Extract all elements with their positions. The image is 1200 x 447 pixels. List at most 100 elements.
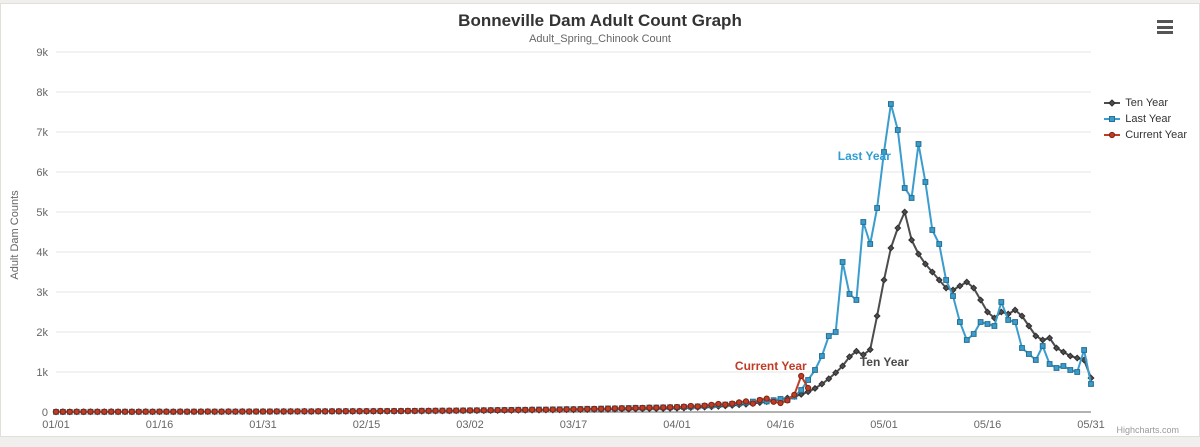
data-point[interactable] [1046, 334, 1054, 342]
data-point[interactable] [170, 408, 177, 415]
data-point[interactable] [859, 351, 867, 359]
data-point[interactable] [1081, 347, 1087, 353]
data-point[interactable] [1019, 345, 1025, 351]
data-point[interactable] [784, 397, 791, 404]
data-point[interactable] [653, 404, 660, 411]
data-point[interactable] [852, 347, 860, 355]
data-point[interactable] [832, 329, 839, 335]
data-point[interactable] [384, 407, 391, 415]
data-point[interactable] [805, 384, 812, 392]
data-point[interactable] [94, 408, 101, 415]
data-point[interactable] [798, 372, 805, 380]
data-point[interactable] [1052, 344, 1061, 352]
data-point[interactable] [301, 408, 308, 415]
data-point[interactable] [598, 405, 605, 412]
legend-item-current-year[interactable]: Current Year [1104, 129, 1187, 141]
data-point[interactable] [1005, 317, 1012, 323]
data-point[interactable] [342, 408, 349, 415]
data-point[interactable] [59, 408, 67, 415]
data-point[interactable] [280, 408, 287, 415]
data-point[interactable] [1053, 365, 1060, 371]
data-point[interactable] [611, 405, 619, 412]
data-point[interactable] [184, 408, 191, 415]
data-point[interactable] [287, 408, 294, 415]
data-point[interactable] [673, 403, 681, 411]
data-point[interactable] [845, 353, 854, 361]
data-point[interactable] [1088, 381, 1094, 387]
series-markers-current-year[interactable] [52, 372, 812, 415]
data-point[interactable] [453, 407, 460, 414]
data-point[interactable] [632, 404, 639, 412]
data-point[interactable] [466, 407, 474, 414]
data-point[interactable] [370, 407, 377, 415]
data-point[interactable] [128, 408, 135, 415]
data-point[interactable] [1032, 357, 1039, 363]
data-point[interactable] [770, 398, 777, 405]
data-point[interactable] [52, 408, 60, 415]
data-point[interactable] [894, 127, 901, 133]
data-point[interactable] [680, 403, 688, 410]
data-point[interactable] [639, 404, 646, 411]
data-point[interactable] [232, 408, 239, 415]
data-point[interactable] [935, 276, 943, 284]
data-point[interactable] [328, 408, 336, 415]
data-point[interactable] [149, 408, 156, 415]
data-point[interactable] [625, 405, 632, 412]
data-point[interactable] [984, 321, 991, 327]
data-point[interactable] [563, 406, 570, 413]
data-point[interactable] [888, 101, 894, 107]
data-point[interactable] [950, 293, 956, 299]
data-point[interactable] [983, 308, 992, 316]
data-point[interactable] [991, 323, 998, 329]
data-point[interactable] [901, 208, 909, 216]
data-point[interactable] [1011, 306, 1019, 314]
chart-plot-area[interactable]: 0 1k 2k 3k 4k 5k 6k 7k 8k 9k 01/01 01/16 01/31 02/15 0… [1, 4, 1199, 436]
data-point[interactable] [956, 282, 964, 290]
data-point[interactable] [101, 408, 108, 415]
data-point[interactable] [860, 219, 867, 225]
data-point[interactable] [894, 224, 902, 232]
data-point[interactable] [1032, 332, 1040, 340]
data-point[interactable] [584, 405, 591, 413]
data-point[interactable] [977, 296, 985, 304]
data-point[interactable] [515, 406, 522, 414]
data-point[interactable] [542, 406, 550, 413]
data-point[interactable] [819, 353, 825, 359]
data-point[interactable] [936, 241, 943, 247]
data-point[interactable] [87, 408, 94, 415]
data-point[interactable] [197, 408, 204, 415]
legend-item-ten-year[interactable]: Ten Year [1104, 97, 1187, 109]
data-point[interactable] [501, 406, 508, 414]
data-point[interactable] [494, 407, 501, 414]
data-point[interactable] [108, 408, 115, 415]
data-point[interactable] [756, 396, 763, 404]
data-point[interactable] [777, 399, 784, 407]
data-point[interactable] [535, 406, 543, 413]
data-point[interactable] [315, 408, 322, 415]
data-point[interactable] [921, 260, 929, 268]
data-point[interactable] [914, 250, 923, 258]
data-point[interactable] [708, 401, 715, 408]
data-point[interactable] [115, 408, 122, 415]
data-point[interactable] [80, 408, 87, 415]
data-point[interactable] [335, 408, 342, 415]
data-point[interactable] [225, 408, 232, 415]
data-point[interactable] [1059, 348, 1067, 356]
data-point[interactable] [839, 362, 847, 370]
data-point[interactable] [156, 408, 163, 415]
data-point[interactable] [190, 408, 198, 415]
data-point[interactable] [204, 408, 211, 415]
data-point[interactable] [66, 408, 73, 415]
data-point[interactable] [218, 408, 225, 415]
data-point[interactable] [577, 406, 584, 413]
data-point[interactable] [915, 141, 922, 147]
data-point[interactable] [736, 399, 743, 406]
data-point[interactable] [963, 278, 971, 286]
data-point[interactable] [660, 404, 667, 411]
data-point[interactable] [522, 406, 529, 413]
data-point[interactable] [867, 241, 874, 247]
data-point[interactable] [480, 407, 487, 414]
data-point[interactable] [135, 408, 142, 415]
data-point[interactable] [853, 297, 860, 303]
data-point[interactable] [963, 337, 970, 343]
